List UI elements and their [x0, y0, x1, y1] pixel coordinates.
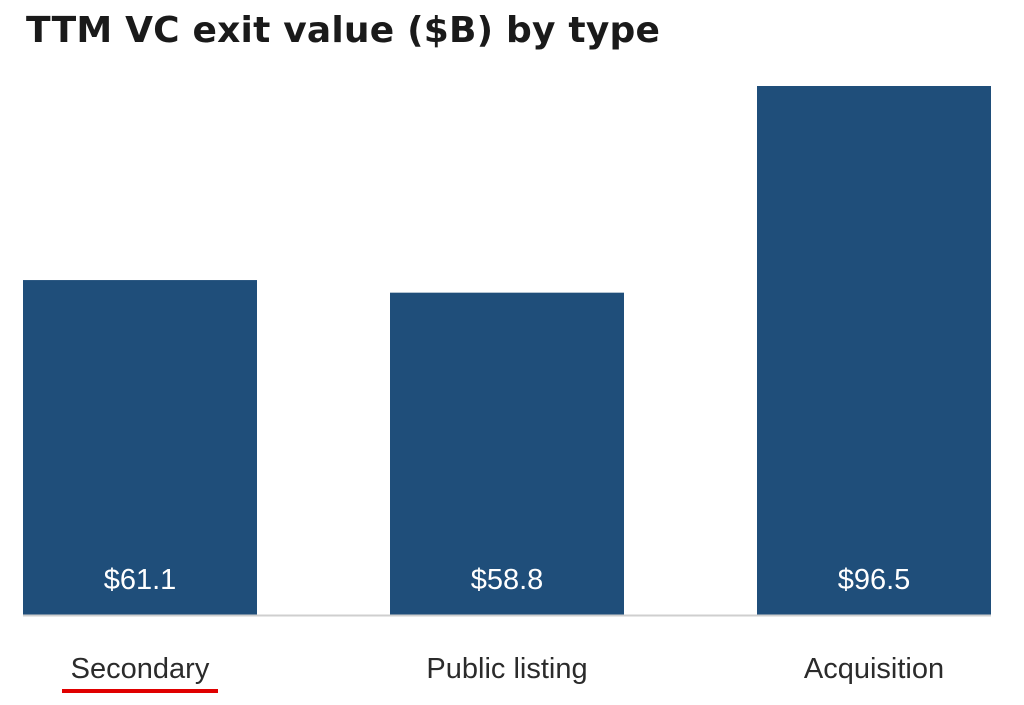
category-label-secondary: Secondary [71, 653, 210, 685]
bar-secondary [23, 280, 257, 615]
data-label-secondary: $61.1 [104, 564, 177, 596]
bars-layer [23, 86, 991, 615]
bar-acquisition [757, 86, 991, 615]
labels-layer: $61.1 Secondary $58.8 Public listing $96.5 Ac… [62, 564, 944, 693]
bar-public-listing [390, 292, 624, 615]
data-label-acquisition: $96.5 [838, 564, 911, 596]
category-label-acquisition: Acquisition [804, 653, 944, 685]
chart-title: TTM VC exit value ($B) by type [26, 10, 661, 51]
data-label-public-listing: $58.8 [471, 564, 544, 596]
category-label-public-listing: Public listing [426, 653, 587, 685]
